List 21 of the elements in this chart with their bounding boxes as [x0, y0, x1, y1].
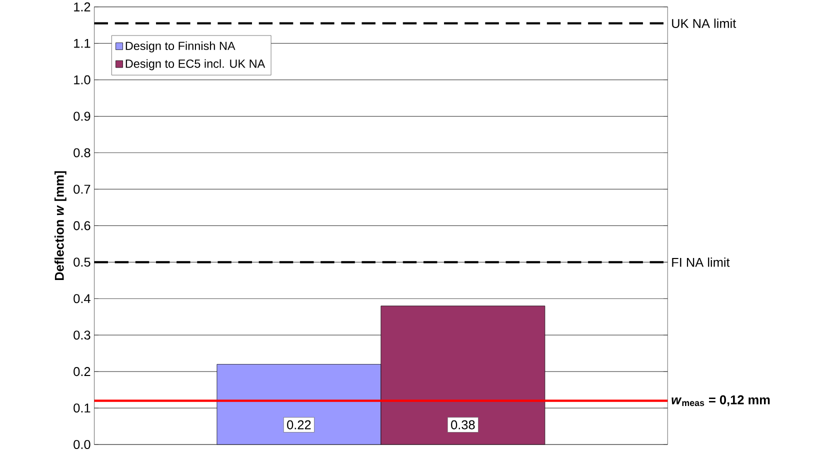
y-tick-label: 1.2 [74, 2, 90, 12]
ref-line-label: UK NA limit [672, 18, 736, 28]
y-tick-label: 0.7 [74, 184, 90, 194]
y-tick-label: 0.9 [74, 112, 90, 121]
data-label: 0.38 [451, 420, 475, 430]
y-tick-label: 0.8 [74, 148, 90, 158]
legend-label: Design to Finnish NA [126, 41, 236, 52]
y-tick-label: 1.1 [74, 38, 90, 48]
y-tick-label: 0.3 [74, 330, 90, 340]
y-tick-label: 0.0 [74, 440, 90, 449]
y-tick-label: 0.2 [74, 366, 90, 376]
y-tick-label: 0.5 [74, 257, 90, 267]
ref-line-label: FI NA limit [672, 257, 730, 267]
ref-line-label: w$_{meas}$ = 0,12 mm [672, 395, 770, 406]
y-tick-label: 0.6 [74, 221, 90, 230]
y-tick-label: 1.0 [74, 75, 90, 84]
data-label: 0.22 [287, 420, 311, 430]
legend-label: Design to EC5 incl. UK NA [126, 59, 266, 70]
y-axis-title: Deflection w [mm] [54, 171, 66, 280]
y-tick-label: 0.4 [74, 294, 90, 303]
y-tick-label: 0.1 [74, 403, 90, 412]
